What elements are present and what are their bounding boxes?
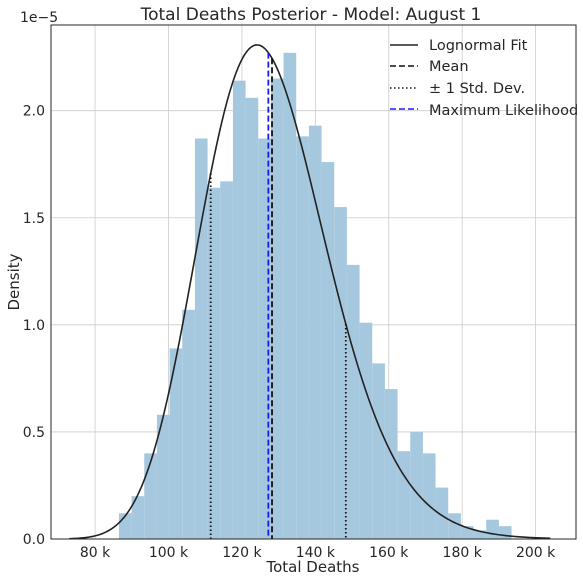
histogram-bar — [245, 97, 259, 540]
histogram-bar — [296, 136, 309, 539]
y-tick-label: 1.5 — [23, 211, 45, 227]
y-tick-label: 0.5 — [23, 425, 45, 441]
histogram-bar — [384, 389, 398, 539]
histogram-bar — [182, 309, 195, 539]
legend-label-mean: Mean — [429, 59, 469, 75]
histogram-bar — [321, 162, 335, 540]
y-axis-ticks: 0.0 0.5 1.0 1.5 2.0 — [23, 104, 45, 548]
x-axis-ticks: 80 k 100 k 120 k 140 k 160 k 180 k 200 k — [80, 545, 556, 561]
histogram-bar — [435, 487, 449, 539]
histogram-bar — [473, 530, 487, 539]
histogram-bar — [397, 451, 411, 539]
y-tick-label: 2.0 — [23, 104, 45, 120]
histogram-bar — [498, 526, 512, 539]
legend-label-std: ± 1 Std. Dev. — [429, 81, 525, 97]
histogram-bar — [156, 414, 170, 539]
y-offset-label: 1e−5 — [20, 10, 58, 26]
histogram-bar — [283, 52, 297, 539]
histogram-bar — [144, 453, 157, 539]
histogram-bar — [232, 80, 246, 539]
legend-label-ml: Maximum Likelihood — [429, 103, 578, 119]
histogram-bar — [220, 181, 233, 539]
x-tick-label: 160 k — [369, 545, 409, 561]
histogram-bars — [118, 52, 512, 540]
histogram-bar — [410, 431, 423, 539]
x-tick-label: 80 k — [80, 545, 111, 561]
histogram-bar — [448, 513, 461, 539]
histogram-bar — [207, 187, 221, 539]
histogram-bar — [486, 519, 499, 539]
histogram-bar — [346, 264, 360, 539]
histogram-bar — [131, 496, 145, 539]
histogram-bar — [308, 125, 322, 540]
x-tick-label: 200 k — [516, 545, 556, 561]
legend-label-lognormal: Lognormal Fit — [429, 38, 528, 54]
histogram-bar — [422, 453, 436, 539]
x-tick-label: 120 k — [222, 545, 262, 561]
chart-title: Total Deaths Posterior - Model: August 1 — [140, 5, 482, 25]
x-tick-label: 140 k — [296, 545, 336, 561]
x-tick-label: 100 k — [149, 545, 189, 561]
x-axis-label: Total Deaths — [266, 558, 360, 576]
legend: Lognormal Fit Mean ± 1 Std. Dev. Maximum… — [390, 38, 578, 119]
y-tick-label: 0.0 — [23, 532, 45, 548]
lognormal-fit-line — [69, 44, 551, 540]
histogram-bar — [169, 348, 183, 539]
series-lines — [69, 44, 551, 540]
y-tick-label: 1.0 — [23, 318, 45, 334]
histogram-bar — [372, 363, 385, 539]
histogram-bar — [118, 513, 132, 539]
histogram-bar — [270, 78, 284, 540]
y-axis-label: Density — [5, 253, 23, 310]
histogram-bar — [359, 322, 373, 539]
x-tick-label: 180 k — [443, 545, 483, 561]
plot-frame — [50, 24, 577, 540]
